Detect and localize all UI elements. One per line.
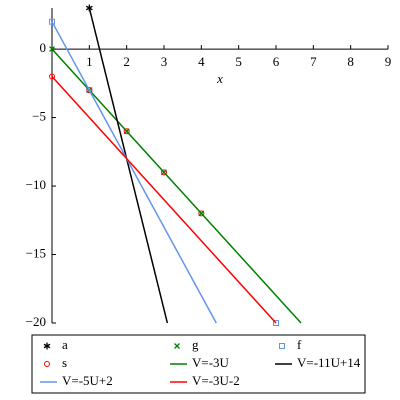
marker <box>49 73 55 80</box>
line <box>88 7 169 324</box>
legend-label: s <box>62 355 67 370</box>
legend-label: a <box>62 337 68 352</box>
legend-label: V=-11U+14 <box>297 355 361 370</box>
x-tick-label: 8 <box>347 54 354 69</box>
marker <box>198 210 205 217</box>
x-tick-label: 4 <box>198 54 205 69</box>
x-tick-label: 2 <box>123 54 130 69</box>
legend-label: g <box>192 337 199 352</box>
marker <box>86 87 93 94</box>
marker <box>279 343 285 349</box>
line <box>51 21 217 324</box>
legend-label: f <box>297 337 302 352</box>
marker <box>273 320 279 326</box>
legend-label: V=-3U-2 <box>192 373 240 388</box>
marker <box>123 128 130 135</box>
legend-box <box>31 334 366 394</box>
circle <box>86 87 93 94</box>
circle <box>161 169 167 176</box>
y-tick-label: −20 <box>26 314 46 329</box>
marker <box>174 343 180 349</box>
cross <box>174 343 180 349</box>
marker <box>43 342 51 350</box>
square <box>273 320 279 326</box>
line <box>51 75 277 324</box>
x-tick-label: 7 <box>310 54 317 69</box>
x-tick-label: 9 <box>385 54 392 69</box>
x-axis-label: x <box>216 71 223 86</box>
square <box>49 18 55 25</box>
star-stroke <box>85 5 93 11</box>
marker <box>49 18 55 25</box>
x-tick-label: 5 <box>235 54 242 69</box>
x-tick-label: 1 <box>86 54 93 69</box>
line <box>51 48 302 324</box>
circle <box>44 361 50 367</box>
legend-label: V=-5U+2 <box>62 373 113 388</box>
legend-label: V=-3U <box>192 355 230 370</box>
square <box>279 343 285 349</box>
marker <box>161 169 167 176</box>
star-stroke <box>43 343 51 349</box>
x-tick-label: 6 <box>273 54 280 69</box>
marker <box>44 361 50 367</box>
circle <box>49 73 55 80</box>
circle <box>123 128 130 135</box>
y-tick-label: −10 <box>26 177 46 192</box>
y-tick-label: 0 <box>40 40 47 55</box>
y-tick-label: −15 <box>26 246 46 261</box>
y-tick-label: −5 <box>32 109 46 124</box>
circle <box>198 210 205 217</box>
x-tick-label: 3 <box>161 54 168 69</box>
